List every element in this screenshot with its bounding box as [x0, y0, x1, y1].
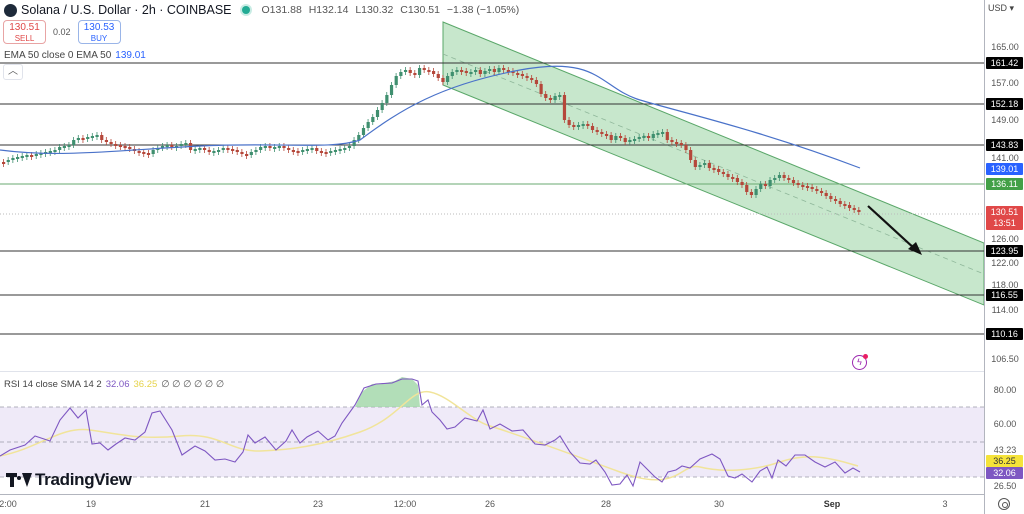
sell-button[interactable]: 130.51 SELL [3, 20, 46, 44]
ema-legend[interactable]: EMA 50 close 0 EMA 50 139.01 [4, 50, 146, 61]
time-tick: 3 [942, 499, 948, 509]
rsi-tick: 43.23 [993, 445, 1017, 455]
time-tick: 23 [312, 499, 324, 509]
price-tick: 114.00 [991, 305, 1019, 315]
tradingview-logo[interactable]: TradingView [6, 470, 132, 490]
time-tick: 30 [713, 499, 725, 509]
level-price-label: 143.83 [986, 139, 1023, 151]
time-axis[interactable]: 2:00 19 21 23 12:00 26 28 30 Sep 3 [0, 495, 984, 514]
support-price-label: 136.11 [986, 178, 1023, 190]
price-tick: 165.00 [991, 42, 1019, 52]
currency-label: USD [988, 3, 1008, 13]
price-tick: 141.00 [991, 153, 1019, 163]
collapse-legend-button[interactable]: ︿ [3, 64, 23, 80]
flash-alert-icon[interactable]: ϟ [852, 354, 868, 370]
high-value: H132.14 [308, 4, 349, 16]
spread-value: 0.02 [53, 27, 71, 37]
level-price-label: 116.55 [986, 289, 1023, 301]
time-tick: 28 [600, 499, 612, 509]
time-tick: Sep [823, 499, 841, 509]
symbol-title[interactable]: Solana / U.S. Dollar · 2h · COINBASE [21, 3, 232, 17]
time-tick: 19 [85, 499, 97, 509]
chevron-down-icon: ▾ [1009, 3, 1015, 13]
time-tick: 21 [199, 499, 211, 509]
rsi-legend-value: 32.06 [105, 379, 130, 390]
currency-selector[interactable]: USD ▾ [988, 3, 1014, 14]
ema-legend-value: 139.01 [115, 50, 146, 61]
rsi-legend-label: RSI 14 close SMA 14 2 [4, 379, 102, 390]
time-axis-border [0, 494, 984, 495]
time-tick: 12:00 [393, 499, 417, 509]
sell-label: SELL [14, 34, 35, 43]
buy-price: 130.53 [83, 22, 115, 33]
rsi-legend-empty-values: ∅ ∅ ∅ ∅ ∅ ∅ [161, 379, 225, 390]
rsi-tick: 26.50 [993, 481, 1017, 491]
level-price-label: 123.95 [986, 245, 1023, 257]
level-price-label: 152.18 [986, 98, 1023, 110]
price-tick: 106.50 [991, 354, 1019, 364]
price-tick: 122.00 [991, 258, 1019, 268]
level-price-label: 110.16 [986, 328, 1023, 340]
buy-label: BUY [90, 34, 108, 43]
price-tick: 126.00 [991, 234, 1019, 244]
tradingview-mark-icon [6, 473, 32, 487]
level-price-label: 161.42 [986, 57, 1023, 69]
symbol-header[interactable]: Solana / U.S. Dollar · 2h · COINBASE O13… [4, 2, 523, 18]
open-value: O131.88 [261, 4, 302, 16]
chart-canvas[interactable] [0, 0, 984, 494]
price-tick: 118.00 [991, 280, 1019, 290]
buy-button[interactable]: 130.53 BUY [77, 20, 121, 44]
ohlc-values: O131.88 H132.14 L130.32 C130.51 −1.38 (−… [262, 4, 524, 16]
rsi-price-label: 32.06 [986, 467, 1023, 479]
pane-separator[interactable] [0, 371, 984, 372]
ema-price-label: 139.01 [986, 163, 1023, 175]
change-value: −1.38 (−1.05%) [446, 4, 520, 16]
solana-logo-icon [4, 3, 17, 17]
ema-legend-label: EMA 50 close 0 EMA 50 [4, 50, 112, 61]
tradingview-wordmark: TradingView [35, 470, 132, 489]
price-tick: 157.00 [991, 78, 1019, 88]
chevron-up-icon: ︿ [8, 66, 18, 77]
time-tick: 2:00 [0, 499, 17, 509]
rsi-tick: 80.00 [993, 385, 1017, 395]
price-axis[interactable]: 165.00 157.00 149.00 141.00 126.00 122.00 118.… [984, 0, 1024, 514]
close-value: C130.51 [400, 4, 440, 16]
sell-price: 130.51 [9, 22, 40, 33]
time-tick: 26 [484, 499, 496, 509]
price-tick: 149.00 [991, 115, 1019, 125]
rsi-sma-price-label: 36.25 [986, 455, 1023, 467]
rsi-tick: 60.00 [993, 419, 1017, 429]
settings-gear-icon[interactable] [998, 498, 1010, 510]
last-price-label: 130.51 13:51 [986, 206, 1023, 230]
rsi-sma-legend-value: 36.25 [133, 379, 158, 390]
market-open-icon [241, 6, 250, 14]
trade-panel: 130.51 SELL 0.02 130.53 BUY [3, 20, 121, 44]
low-value: L130.32 [355, 4, 394, 16]
rsi-legend[interactable]: RSI 14 close SMA 14 2 32.06 36.25 ∅ ∅ ∅ ∅ ∅… [4, 379, 224, 390]
